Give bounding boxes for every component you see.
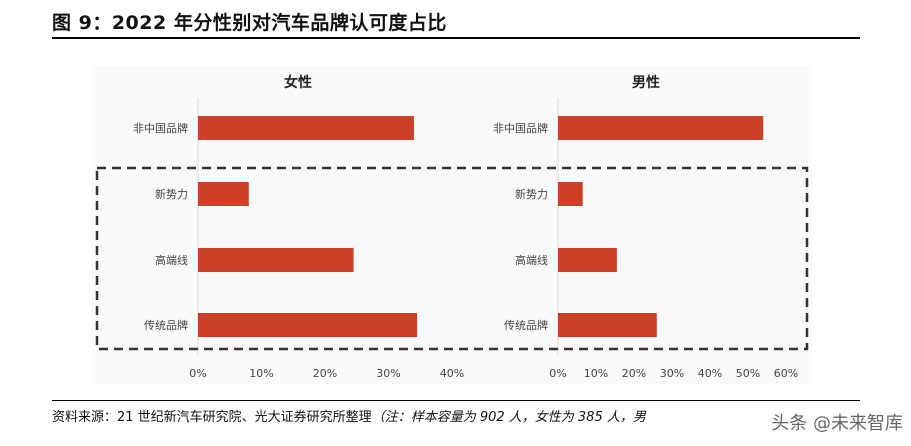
watermark: 头条 @未来智库 bbox=[771, 413, 903, 434]
female-x-tick-label: 40% bbox=[440, 367, 464, 380]
source-note: （注：样本容量为 902 人，女性为 385 人，男 bbox=[371, 410, 646, 425]
male-bar bbox=[558, 313, 657, 337]
female-panel-title: 女性 bbox=[284, 74, 312, 91]
female-bar bbox=[198, 313, 418, 337]
male-x-tick-label: 60% bbox=[774, 367, 798, 380]
female-x-tick-label: 10% bbox=[249, 367, 273, 380]
source-rule bbox=[52, 400, 860, 401]
male-bar bbox=[558, 182, 583, 206]
male-x-tick-label: 20% bbox=[622, 367, 646, 380]
male-x-tick-label: 50% bbox=[736, 367, 760, 380]
female-bar bbox=[198, 182, 249, 206]
female-bar bbox=[198, 116, 414, 140]
male-category-label: 新势力 bbox=[515, 187, 548, 201]
figure-title: 图 9：2022 年分性别对汽车品牌认可度占比 bbox=[52, 12, 447, 34]
male-bar bbox=[558, 116, 764, 140]
male-x-tick-label: 10% bbox=[584, 367, 608, 380]
male-category-label: 传统品牌 bbox=[504, 318, 548, 332]
title-rule bbox=[52, 37, 860, 39]
source-line: 资料来源：21 世纪新汽车研究院、光大证券研究所整理（注：样本容量为 902 人… bbox=[52, 406, 646, 425]
source-text: 资料来源：21 世纪新汽车研究院、光大证券研究所整理 bbox=[52, 410, 372, 425]
male-category-label: 高端线 bbox=[515, 253, 548, 267]
male-x-tick-label: 40% bbox=[698, 367, 722, 380]
female-category-label: 传统品牌 bbox=[144, 318, 188, 332]
male-x-tick-label: 30% bbox=[660, 367, 684, 380]
male-category-label: 非中国品牌 bbox=[493, 121, 548, 135]
female-x-tick-label: 30% bbox=[376, 367, 400, 380]
female-bar bbox=[198, 248, 354, 272]
female-category-label: 高端线 bbox=[155, 253, 188, 267]
female-x-tick-label: 0% bbox=[189, 367, 206, 380]
male-bar bbox=[558, 248, 617, 272]
male-x-tick-label: 0% bbox=[549, 367, 566, 380]
female-category-label: 非中国品牌 bbox=[133, 121, 188, 135]
highlight-dashed-box bbox=[95, 166, 809, 351]
female-x-tick-label: 20% bbox=[313, 367, 337, 380]
female-category-label: 新势力 bbox=[155, 187, 188, 201]
male-panel-title: 男性 bbox=[632, 74, 660, 91]
